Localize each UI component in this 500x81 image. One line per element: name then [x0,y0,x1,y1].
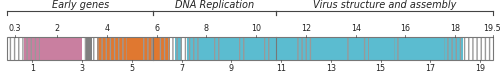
Bar [24,37,28,60]
Bar [120,37,127,60]
Text: 8: 8 [204,24,209,33]
Bar [108,37,114,60]
Bar [28,37,34,60]
Bar [82,37,86,60]
Text: Virus structure and assembly: Virus structure and assembly [312,0,456,10]
Text: 17: 17 [426,64,436,73]
Text: Early genes: Early genes [52,0,109,10]
Bar [194,37,202,60]
Bar [8,37,11,60]
Bar [400,37,444,60]
Bar [350,37,363,60]
Bar [182,37,186,60]
Bar [20,37,24,60]
Text: 7: 7 [179,64,184,73]
Text: 18: 18 [450,24,460,33]
Bar [270,37,295,60]
Bar [307,37,314,60]
Text: 13: 13 [326,64,336,73]
Bar [97,37,102,60]
Bar [159,37,166,60]
Bar [344,37,350,60]
Bar [486,37,492,60]
Text: 11: 11 [276,64,286,73]
Bar [370,37,394,60]
Bar [102,37,108,60]
Bar [480,37,486,60]
Bar [114,37,120,60]
Text: DNA Replication: DNA Replication [175,0,254,10]
Bar [394,37,400,60]
Text: 19.5: 19.5 [484,24,500,33]
Bar [295,37,301,60]
Text: 12: 12 [301,24,311,33]
Bar [462,37,474,60]
Bar [127,37,142,60]
Bar [153,37,159,60]
Bar [8,37,492,60]
Text: 19: 19 [475,64,485,73]
Bar [245,37,264,60]
Bar [11,37,15,60]
Text: 10: 10 [251,24,261,33]
Text: 5: 5 [130,64,134,73]
Bar [202,37,214,60]
Bar [15,37,20,60]
Bar [166,37,170,60]
Text: 16: 16 [400,24,410,33]
Bar [186,37,194,60]
Bar [148,37,153,60]
Bar [450,37,456,60]
Bar [363,37,370,60]
Bar [264,37,270,60]
Text: 2: 2 [54,24,60,33]
Text: 3: 3 [80,64,84,73]
Text: 14: 14 [350,24,360,33]
Bar [170,37,175,60]
Bar [8,37,492,60]
Text: 4: 4 [104,24,110,33]
Bar [40,37,82,60]
Bar [34,37,40,60]
Bar [176,37,182,60]
Bar [314,37,344,60]
Text: 0.3: 0.3 [8,24,21,33]
Bar [220,37,239,60]
Bar [239,37,245,60]
Bar [301,37,307,60]
Text: 15: 15 [376,64,386,73]
Bar [214,37,220,60]
Bar [142,37,148,60]
Text: 1: 1 [30,64,35,73]
Bar [86,37,92,60]
Text: 6: 6 [154,24,159,33]
Bar [444,37,450,60]
Bar [474,37,480,60]
Bar [456,37,462,60]
Text: 9: 9 [229,64,234,73]
Bar [92,37,97,60]
